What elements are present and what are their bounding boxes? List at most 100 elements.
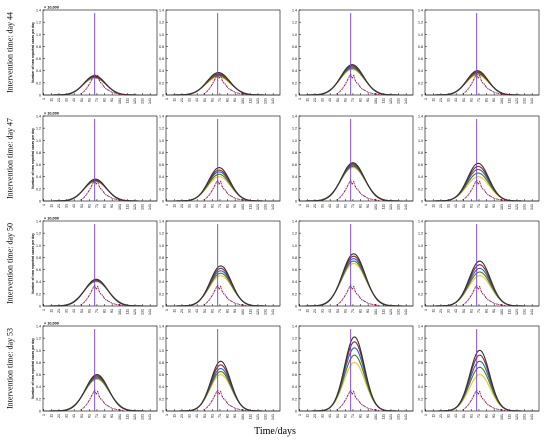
- y-tick-label: 1.4: [36, 115, 41, 119]
- x-tick-label: 11: [305, 309, 309, 313]
- observed-point: [212, 82, 214, 84]
- observed-point: [98, 290, 100, 292]
- x-tick-label: 1: [424, 98, 428, 100]
- observed-point: [215, 287, 217, 289]
- observed-point: [245, 304, 247, 306]
- x-tick-label: 51: [80, 204, 84, 208]
- y-tick-label: 1.2: [36, 337, 41, 341]
- x-tick-label: 71: [218, 98, 222, 102]
- series-curve-4: [166, 169, 280, 202]
- observed-point: [492, 407, 494, 409]
- x-tick-label: 21: [439, 414, 443, 418]
- observed-point: [245, 199, 247, 201]
- x-tick-label: 121: [133, 204, 137, 210]
- y-tick-label: 0.6: [36, 163, 41, 167]
- y-axis-title: Number of new reported cases per day: [31, 338, 35, 399]
- observed-point: [122, 93, 124, 95]
- x-tick-label: 41: [454, 414, 458, 418]
- x-tick-label: 41: [195, 309, 199, 313]
- x-tick-label: 91: [233, 414, 237, 418]
- y-tick-label: 1.0: [36, 244, 41, 248]
- x-tick-label: 101: [118, 204, 122, 210]
- x-tick-label: 41: [195, 204, 199, 208]
- observed-point: [89, 398, 91, 400]
- observed-point: [226, 85, 228, 88]
- x-tick-label: 41: [328, 309, 332, 313]
- x-tick-label: 131: [264, 204, 268, 210]
- y-tick-label: 1.0: [418, 244, 423, 248]
- x-tick-label: 31: [321, 204, 325, 208]
- observed-point: [489, 405, 491, 407]
- observed-point: [487, 299, 489, 301]
- x-tick-label: 41: [328, 414, 332, 418]
- observed-point: [357, 83, 359, 85]
- y-tick-label: 0.2: [159, 187, 164, 191]
- series-curve-5: [166, 71, 280, 96]
- x-tick-label: 111: [248, 414, 252, 419]
- y-tick-label: 0: [295, 94, 297, 98]
- observed-point: [477, 288, 479, 290]
- y-tick-label: 0.6: [418, 268, 423, 272]
- y-tick-label: 1.2: [418, 337, 423, 341]
- observed-point: [374, 304, 376, 306]
- row-label-day-53: Intervention time: day 53: [5, 327, 15, 409]
- x-tick-label: 121: [256, 204, 260, 210]
- x-tick-label: 91: [366, 98, 370, 102]
- x-tick-label: 81: [103, 204, 107, 208]
- observed-point: [215, 182, 217, 184]
- x-tick-label: 91: [492, 309, 496, 313]
- x-tick-label: 111: [507, 414, 511, 419]
- observed-point: [223, 293, 225, 295]
- x-tick-label: 61: [343, 204, 347, 208]
- observed-point: [474, 76, 476, 78]
- observed-point: [353, 286, 355, 288]
- y-tick-label: 1.4: [292, 9, 297, 13]
- observed-point: [95, 183, 97, 185]
- y-tick-label: 0.6: [292, 373, 297, 377]
- x-tick-label: 91: [233, 98, 237, 102]
- observed-point: [107, 405, 109, 407]
- observed-point: [479, 181, 481, 183]
- observed-point: [363, 195, 365, 197]
- x-tick-label: 11: [49, 98, 53, 102]
- y-tick-label: 1.2: [36, 232, 41, 236]
- x-tick-label: 71: [95, 309, 99, 313]
- observed-data-line: [336, 284, 379, 306]
- observed-point: [339, 406, 341, 408]
- series-curve-4: [425, 354, 539, 412]
- observed-point: [487, 194, 489, 196]
- x-tick-label: 81: [359, 309, 363, 313]
- x-tick-label: 131: [264, 414, 268, 420]
- x-tick-label: 1: [42, 98, 46, 100]
- x-tick-label: 131: [397, 309, 401, 315]
- observed-data-line: [80, 389, 123, 411]
- observed-point: [492, 302, 494, 304]
- x-tick-label: 111: [125, 414, 129, 419]
- observed-point: [237, 408, 239, 410]
- x-tick-label: 91: [110, 98, 114, 102]
- observed-data-line: [203, 179, 246, 201]
- observed-point: [233, 302, 235, 304]
- x-tick-label: 51: [462, 98, 466, 102]
- y-tick-label: 1.0: [418, 139, 423, 143]
- x-tick-label: 101: [118, 309, 122, 315]
- y-tick-label: 0.8: [159, 151, 164, 155]
- y-tick-label: 0.4: [36, 280, 41, 284]
- x-tick-label: 141: [148, 309, 152, 315]
- observed-point: [98, 79, 100, 81]
- observed-point: [479, 75, 481, 77]
- y-tick-label: 0.4: [292, 385, 297, 389]
- observed-point: [366, 91, 368, 93]
- observed-point: [103, 296, 105, 299]
- observed-point: [241, 409, 243, 411]
- x-tick-label: 111: [381, 98, 385, 103]
- y-axis-title: Number of new reported cases per day: [31, 233, 35, 294]
- observed-point: [105, 194, 107, 196]
- observed-point: [83, 301, 85, 303]
- observed-point: [496, 303, 498, 305]
- series-curve-4: [43, 375, 157, 412]
- x-tick-label: 1: [165, 309, 169, 311]
- observed-point: [110, 91, 112, 93]
- y-tick-label: 0.4: [36, 69, 41, 73]
- observed-data-line: [203, 284, 246, 306]
